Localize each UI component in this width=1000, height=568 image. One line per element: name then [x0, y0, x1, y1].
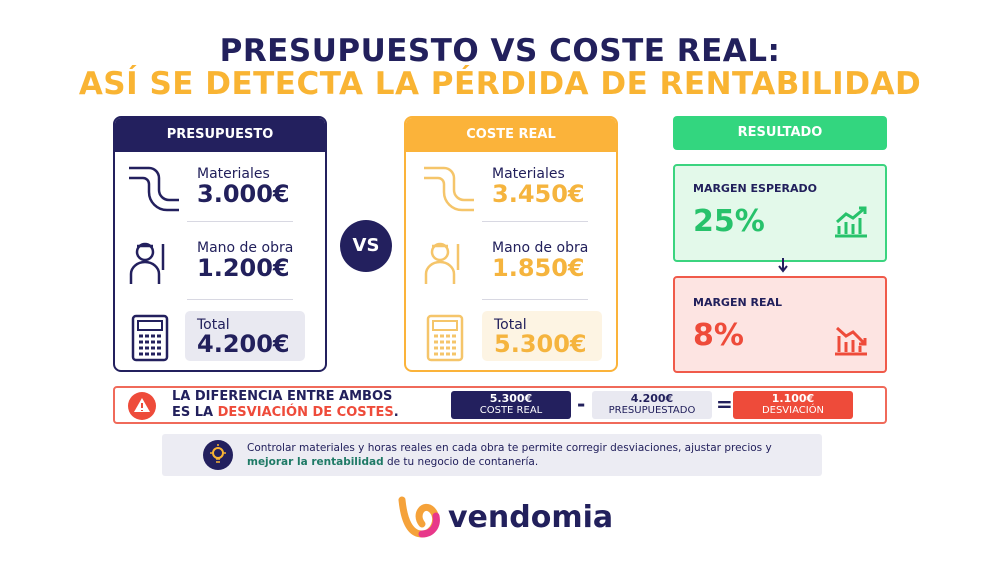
arrow — [778, 258, 788, 273]
tip-box — [162, 434, 822, 476]
bulb-icon — [203, 440, 233, 470]
text: ES LA — [172, 405, 218, 420]
label: PRESUPUESTADO — [608, 405, 696, 416]
formula-box: 4.200€ PRESUPUESTADO — [592, 391, 712, 419]
calculator-icon — [426, 314, 464, 362]
actual-header: COSTE REAL — [406, 118, 616, 152]
title-line2: ASÍ SE DETECTA LA PÉRDIDA DE RENTABILIDA… — [78, 66, 922, 102]
total-box: Total 5.300€ — [482, 311, 602, 361]
banner-line1: LA DIFERENCIA ENTRE AMBOS — [172, 389, 393, 404]
down-chart-icon — [835, 326, 867, 356]
banner-line2: ES LA DESVIACIÓN DE COSTES. — [172, 405, 399, 421]
expected-label: MARGEN ESPERADO — [693, 182, 817, 195]
title-line1: PRESUPUESTO VS COSTE REAL: — [219, 33, 781, 69]
separator — [482, 299, 588, 300]
highlight: DESVIACIÓN DE COSTES — [217, 405, 394, 420]
worker-icon — [129, 242, 165, 284]
budget-card: PRESUPUESTO Materiales 3.000€ Mano de ob… — [113, 116, 327, 372]
value: 1.850€ — [492, 254, 585, 282]
label: COSTE REAL — [479, 405, 543, 416]
separator — [187, 221, 293, 222]
formula-box: 5.300€ COSTE REAL — [451, 391, 571, 419]
expected-box: MARGEN ESPERADO 25% — [673, 164, 887, 262]
label: DESVIACIÓN — [761, 405, 825, 416]
result-header: RESULTADO — [673, 116, 887, 150]
real-box: MARGEN REAL 8% — [673, 276, 887, 373]
label: Materiales — [197, 166, 270, 182]
value: 1.100€ — [771, 392, 815, 405]
real-label: MARGEN REAL — [693, 296, 783, 309]
value: 5.300€ — [494, 330, 587, 358]
label: Mano de obra — [492, 240, 589, 256]
text: Controlar materiales y horas reales en c… — [247, 442, 772, 454]
vs-badge: VS — [340, 220, 392, 272]
operator: - — [577, 392, 586, 416]
logo-icon — [398, 496, 440, 538]
text: de tu negocio de contanería. — [383, 456, 539, 468]
value: 5.300€ — [489, 392, 533, 405]
formula-box: 1.100€ DESVIACIÓN — [733, 391, 853, 419]
label: Materiales — [492, 166, 565, 182]
operator: = — [716, 392, 733, 416]
value: 1.200€ — [197, 254, 290, 282]
label: Total — [197, 317, 230, 333]
banner — [113, 386, 887, 424]
separator — [482, 221, 588, 222]
warning-icon — [128, 392, 156, 420]
real-value: 8% — [693, 318, 744, 353]
pipe-icon — [424, 166, 474, 212]
calculator-icon — [131, 314, 169, 362]
worker-icon — [424, 242, 460, 284]
logo-text: vendomia — [448, 500, 614, 535]
actual-card: COSTE REAL Materiales 3.450€ Mano de obr… — [404, 116, 618, 372]
budget-header: PRESUPUESTO — [115, 118, 325, 152]
banner-text: LA DIFERENCIA ENTRE AMBOS ES LA DESVIACI… — [172, 389, 399, 421]
expected-value: 25% — [693, 204, 765, 239]
bold-text: mejorar la rentabilidad — [247, 456, 384, 468]
value: 3.000€ — [197, 180, 290, 208]
label: Total — [494, 317, 527, 333]
label: Mano de obra — [197, 240, 294, 256]
tip-text: Controlar materiales y horas reales en c… — [247, 441, 807, 469]
text: . — [393, 405, 399, 420]
value: 3.450€ — [492, 180, 585, 208]
value: 4.200€ — [197, 330, 290, 358]
separator — [187, 299, 293, 300]
value: 4.200€ — [630, 392, 674, 405]
pipe-icon — [129, 166, 179, 212]
total-box: Total 4.200€ — [185, 311, 305, 361]
up-chart-icon — [835, 206, 867, 238]
